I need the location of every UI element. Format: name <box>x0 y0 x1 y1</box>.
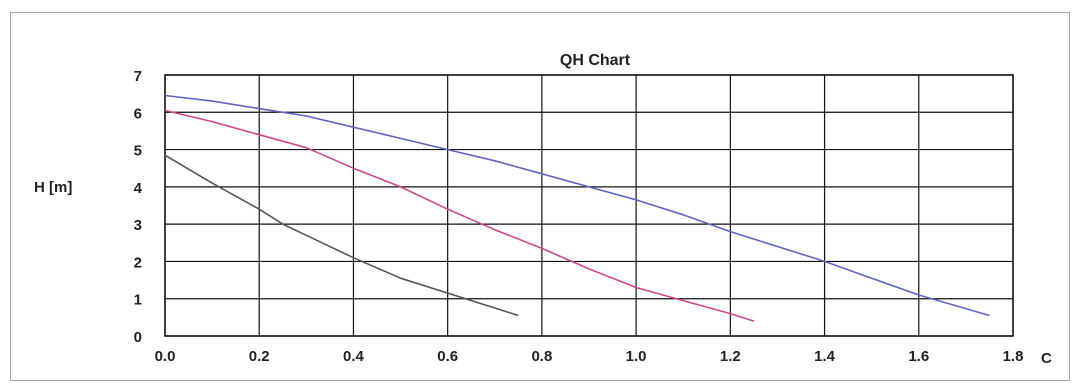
chart-frame <box>10 12 1070 381</box>
y-axis-label: H [m] <box>34 179 72 196</box>
x-tick-label: 1.2 <box>720 348 741 365</box>
x-tick-label: 1.0 <box>626 348 647 365</box>
y-tick-label: 2 <box>134 254 142 271</box>
chart-title: QH Chart <box>560 52 631 69</box>
grid <box>164 74 1014 337</box>
series-line-1 <box>164 94 990 317</box>
y-tick-label: 3 <box>134 217 142 234</box>
y-tick-label: 5 <box>134 143 142 160</box>
series-lines <box>164 94 990 322</box>
y-tick-label: 0 <box>134 329 142 346</box>
x-tick-label: 0.8 <box>531 348 552 365</box>
x-tick-label: 0.4 <box>343 348 365 365</box>
x-tick-label: 0.0 <box>155 348 176 365</box>
series-line-3 <box>164 154 519 317</box>
y-tick-label: 1 <box>134 292 142 309</box>
x-tick-label: 0.2 <box>249 348 270 365</box>
x-tick-label: 1.8 <box>1003 348 1024 365</box>
x-tick-label: 1.4 <box>814 348 836 365</box>
x-tick-label: 1.6 <box>908 348 929 365</box>
series-line-2 <box>164 109 755 322</box>
y-tick-label: 6 <box>134 105 142 122</box>
y-tick-label: 4 <box>134 180 143 197</box>
y-tick-label: 7 <box>134 68 142 85</box>
x-tick-label: 0.6 <box>437 348 458 365</box>
x-axis-label: C <box>1041 350 1052 367</box>
tick-labels: 0.0 0.2 0.4 0.6 0.8 1.0 1.2 1.4 1.6 1.8 0 1 2 3 4 5 6 7 <box>134 68 1024 365</box>
